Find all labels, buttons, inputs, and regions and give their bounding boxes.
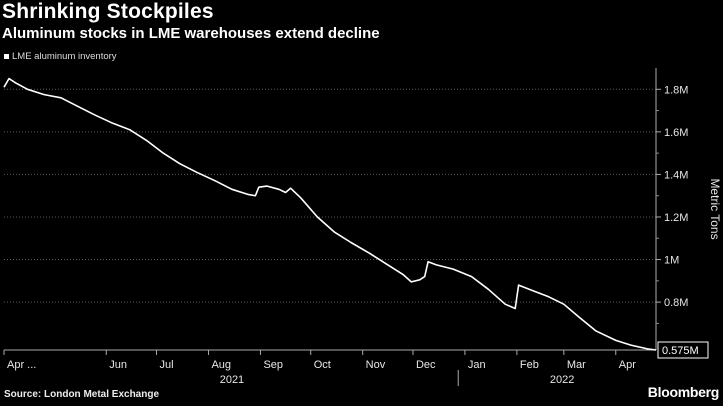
last-value-label: 0.575M [662,345,699,357]
x-tick-label: Feb [520,359,539,371]
legend-swatch [4,54,9,59]
x-tick-label: Dec [416,359,436,371]
y-tick-label: 1.8M [664,84,688,96]
x-tick-label: Sep [263,359,283,371]
series-line [3,77,657,351]
year-label: 2022 [550,374,574,386]
x-tick-label: Jul [160,359,174,371]
y-tick-label: 1.2M [664,212,688,224]
year-label: 2021 [220,374,244,386]
y-tick-label: 0.8M [664,297,688,309]
y-axis-title: Metric Tons [708,178,722,239]
legend: LME aluminum inventory [4,51,117,62]
x-tick-label: Mar [567,359,586,371]
x-tick-label: Jun [109,359,127,371]
x-tick-label: Nov [366,359,386,371]
chart-subtitle: Aluminum stocks in LME warehouses extend… [2,25,380,42]
x-tick-label: Apr ... [7,359,36,371]
legend-label: LME aluminum inventory [12,51,117,62]
x-tick-label: Jan [468,359,486,371]
x-tick-label: Apr [619,359,636,371]
x-tick-label: Oct [314,359,331,371]
source-note: Source: London Metal Exchange [4,389,160,400]
y-tick-label: 1M [664,255,679,267]
bloomberg-logo: Bloomberg [647,384,720,400]
y-tick-label: 1.6M [664,127,688,139]
y-tick-label: 1.4M [664,169,688,181]
x-tick-label: Aug [211,359,231,371]
last-value-box [657,341,709,359]
chart-title: Shrinking Stockpiles [2,0,214,23]
